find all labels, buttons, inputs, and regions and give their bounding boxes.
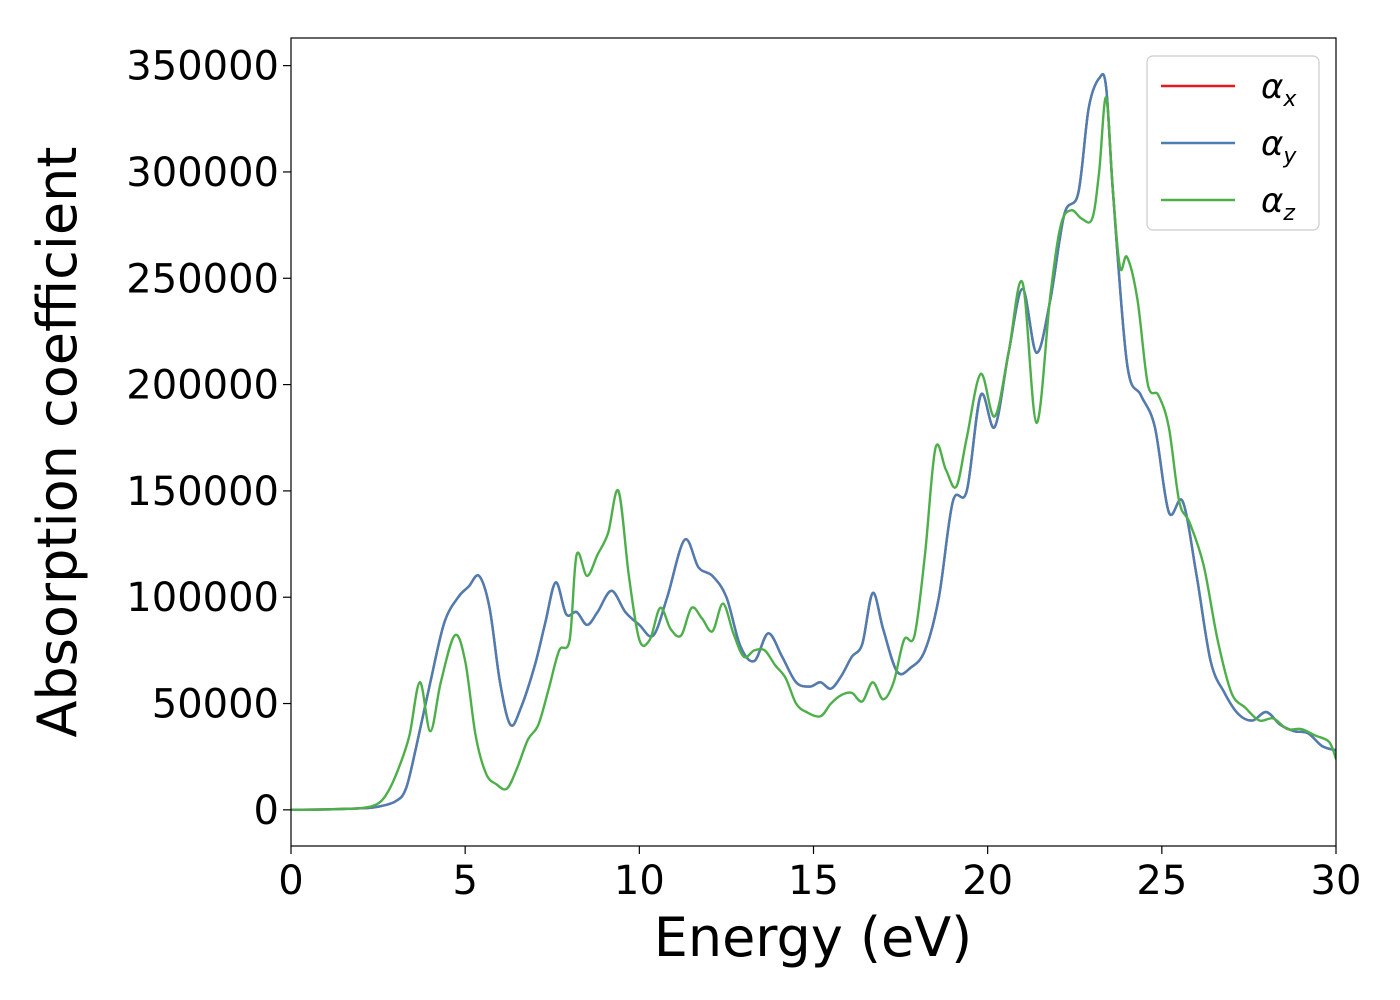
series-lines	[291, 72, 1336, 812]
plot-frame	[290, 37, 1337, 847]
x-tick-label: 10	[614, 858, 665, 904]
x-tick-label: 15	[788, 858, 839, 904]
y-tick-label: 0	[254, 788, 279, 834]
series-line-y	[291, 72, 1336, 812]
y-tick-label: 250000	[126, 256, 279, 302]
x-tick-label: 30	[1311, 858, 1362, 904]
legend-entry-y: αy	[1261, 124, 1297, 169]
y-axis-ticks: 0 50000 100000 150000 200000 250000 300000 3500…	[126, 44, 291, 834]
x-tick-label: 20	[962, 858, 1013, 904]
legend-subscript: y	[1282, 144, 1297, 169]
x-tick-label: 25	[1136, 858, 1187, 904]
y-tick-label: 300000	[126, 150, 279, 196]
x-tick-label: 5	[452, 858, 477, 904]
x-axis-ticks: 0 5 10 15 20 25 30	[278, 846, 1361, 904]
y-tick-label: 350000	[126, 44, 279, 90]
legend-subscript: z	[1282, 201, 1295, 226]
x-axis-label: Energy (eV)	[654, 906, 973, 969]
y-tick-label: 100000	[126, 575, 279, 621]
legend-subscript: x	[1282, 87, 1297, 112]
legend-symbol: α	[1261, 67, 1283, 107]
series-line-z	[291, 96, 1336, 812]
y-tick-label: 50000	[152, 682, 279, 728]
y-tick-label: 150000	[126, 469, 279, 515]
legend-symbol: α	[1261, 181, 1283, 221]
legend-entry-x: αx	[1261, 67, 1297, 112]
y-tick-label: 200000	[126, 363, 279, 409]
y-axis-label: Absorption coefficient	[26, 147, 89, 738]
legend-entry-z: αz	[1261, 181, 1295, 226]
x-tick-label: 0	[278, 858, 303, 904]
legend-symbol: α	[1261, 124, 1283, 164]
